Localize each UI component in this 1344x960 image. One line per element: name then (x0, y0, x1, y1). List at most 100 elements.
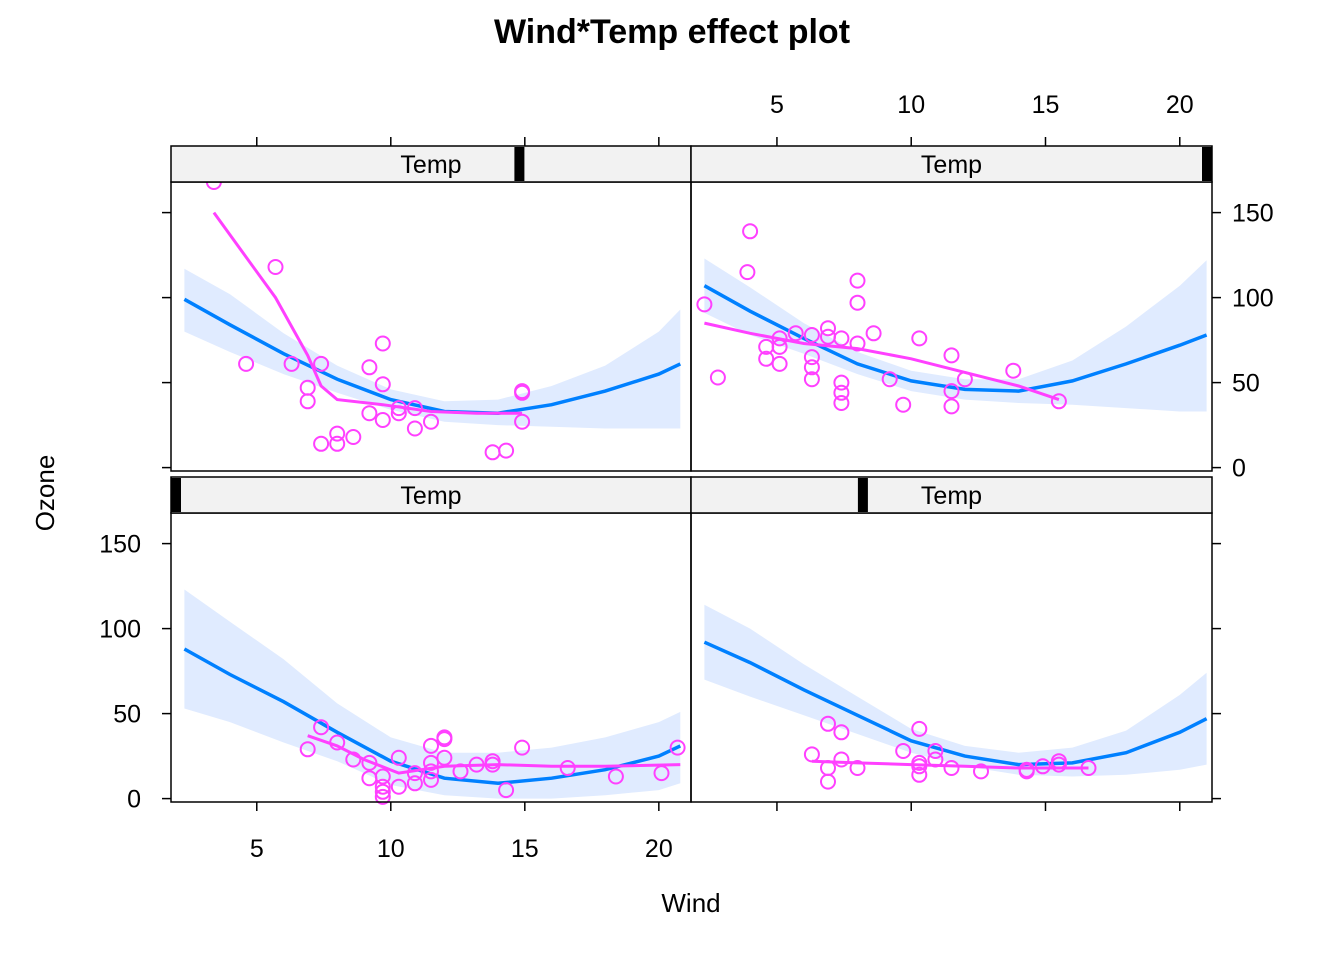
data-point (771, 338, 788, 355)
data-point (820, 320, 836, 337)
data-point (911, 330, 928, 347)
data-point (956, 371, 973, 388)
x-tick-label: 10 (897, 91, 925, 119)
panel-bottom-left: Temp (170, 476, 692, 805)
data-point (452, 763, 469, 780)
data-point (787, 325, 804, 342)
data-point (423, 737, 439, 754)
data-point (390, 749, 407, 766)
confidence-band (184, 589, 681, 799)
data-point (374, 768, 391, 785)
data-point (406, 765, 423, 782)
x-axis-label: Wind (661, 888, 720, 918)
data-point (833, 751, 850, 768)
data-point (803, 327, 820, 343)
y-tick-label: 150 (99, 531, 141, 559)
data-point (1034, 758, 1051, 775)
panel-strip: Temp (690, 145, 1213, 183)
data-point (299, 741, 316, 758)
data-point (406, 420, 423, 437)
y-tick-label: 0 (127, 786, 141, 814)
data-point (374, 788, 391, 805)
data-point (833, 374, 850, 391)
data-point (943, 347, 960, 364)
data-point (361, 359, 378, 376)
data-point (911, 766, 928, 783)
data-point (361, 754, 378, 771)
data-point (406, 400, 423, 417)
data-point (833, 384, 850, 401)
data-point (345, 429, 362, 445)
data-point (895, 743, 912, 759)
data-point (374, 783, 391, 800)
data-point (865, 325, 882, 342)
strip-label: Temp (400, 482, 461, 510)
y-tick-label: 150 (1232, 200, 1274, 228)
panel-strip: Temp (170, 476, 692, 514)
data-point (390, 778, 407, 795)
data-point (313, 435, 330, 452)
data-point (484, 444, 501, 461)
data-point (833, 330, 850, 347)
temp-level-indicator (857, 478, 868, 512)
data-point (1050, 753, 1067, 770)
data-point (943, 760, 960, 776)
data-point (943, 398, 960, 415)
panels-layer: Temp Temp Temp Temp (170, 145, 1213, 805)
data-point (468, 756, 485, 773)
panel-strip: Temp (170, 145, 692, 183)
data-point (361, 405, 378, 422)
data-point (514, 383, 531, 400)
data-point (849, 272, 866, 289)
smooth-line (307, 734, 681, 775)
panel-plot-area (183, 211, 682, 429)
panel-bottom-right: Temp (690, 476, 1213, 803)
data-point (374, 778, 391, 795)
temp-level-indicator (1202, 147, 1212, 181)
data-point (374, 335, 391, 352)
axes-layer: 5 5 10 10 15 15 20 20 0 0 50 50 100 100 150 150 (99, 91, 1273, 863)
data-point (299, 393, 316, 410)
data-point (943, 383, 960, 400)
data-point (739, 264, 756, 281)
data-point (833, 395, 850, 411)
y-tick-label: 50 (113, 701, 141, 729)
data-point (423, 754, 439, 771)
data-point (927, 751, 944, 768)
data-point (313, 355, 330, 372)
data-point (423, 763, 439, 780)
panel-top-right: Temp (690, 145, 1213, 472)
data-point (329, 435, 346, 452)
x-tick-label: 5 (250, 835, 264, 863)
data-point (653, 765, 670, 782)
data-point (742, 223, 759, 240)
data-point (771, 330, 788, 347)
strip-label: Temp (400, 151, 461, 179)
smooth-line (811, 759, 1089, 770)
confidence-band (704, 258, 1207, 412)
fit-line (703, 640, 1208, 767)
data-point (803, 371, 820, 388)
data-point (329, 734, 346, 751)
data-point (238, 355, 255, 372)
panel-plot-area (703, 604, 1208, 777)
data-point (484, 753, 501, 770)
y-tick-label: 50 (1232, 370, 1260, 398)
y-axis-label: Ozone (30, 455, 60, 532)
data-point (803, 746, 820, 763)
data-point (607, 768, 624, 785)
data-point (820, 773, 836, 790)
y-tick-label: 100 (99, 616, 141, 644)
data-point (1050, 393, 1067, 410)
data-point (1005, 362, 1022, 379)
data-point (374, 412, 391, 428)
data-point (313, 719, 330, 736)
panel-top-left: Temp (170, 145, 692, 472)
chart-title: Wind*Temp effect plot (494, 13, 850, 51)
x-tick-label: 20 (645, 835, 673, 863)
data-point (406, 775, 423, 792)
data-point (849, 294, 866, 311)
data-point (559, 760, 576, 776)
data-point (771, 355, 788, 372)
